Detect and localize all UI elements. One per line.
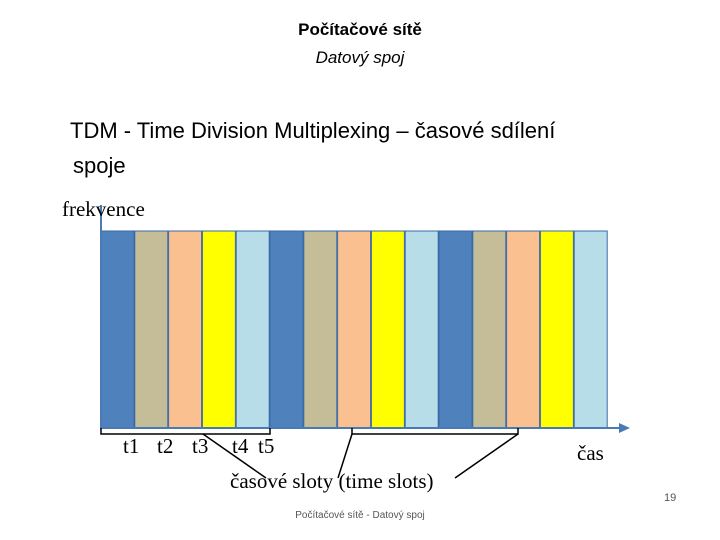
slot-bar-blue-frame-3 <box>438 230 473 429</box>
time-label-t5: t5 <box>258 434 275 458</box>
slot-bar-blue-frame-1 <box>100 230 135 429</box>
slot-bar-tan-frame-2 <box>303 230 338 429</box>
heading-line-2: spoje <box>73 153 126 178</box>
slot-bar-yellow-frame-1 <box>201 230 236 429</box>
footer-text: Počítačové sítě - Datový spoj <box>295 510 425 521</box>
slot-bar-yellow-frame-2 <box>370 230 405 429</box>
x-axis-label: čas <box>577 441 604 465</box>
x-axis-arrow-icon <box>619 423 630 433</box>
caption-pointer-line-2 <box>337 433 353 479</box>
time-label-t3: t3 <box>192 434 209 458</box>
slot-bar-tan-frame-3 <box>472 230 507 429</box>
slot-bracket <box>351 428 519 435</box>
slot-bar-peach-frame-1 <box>168 230 203 429</box>
slot-bar-light-blue-frame-3 <box>573 230 608 429</box>
time-label-t1: t1 <box>123 434 140 458</box>
time-label-t4: t4 <box>232 434 249 458</box>
time-slot-bars <box>100 230 608 429</box>
caption-pointer-line-3 <box>454 433 519 479</box>
page-number: 19 <box>664 492 677 504</box>
y-axis-label: frekvence <box>62 197 145 221</box>
slot-bar-tan-frame-1 <box>134 230 169 429</box>
slot-bar-light-blue-frame-1 <box>235 230 270 429</box>
slot-bar-light-blue-frame-2 <box>404 230 439 429</box>
caption-pointer-line-1 <box>202 433 267 479</box>
time-label-t2: t2 <box>157 434 174 458</box>
slot-bar-peach-frame-2 <box>337 230 372 429</box>
heading-line-1: TDM - Time Division Multiplexing – časov… <box>70 118 556 143</box>
time-slots-caption: časové sloty (time slots) <box>230 469 434 493</box>
frame-bracket <box>100 428 271 435</box>
slot-bar-peach-frame-3 <box>506 230 541 429</box>
slot-bar-yellow-frame-3 <box>539 230 574 429</box>
header-title: Počítačové sítě <box>298 20 422 39</box>
header-subtitle: Datový spoj <box>315 48 405 67</box>
slot-bar-blue-frame-2 <box>269 230 304 429</box>
